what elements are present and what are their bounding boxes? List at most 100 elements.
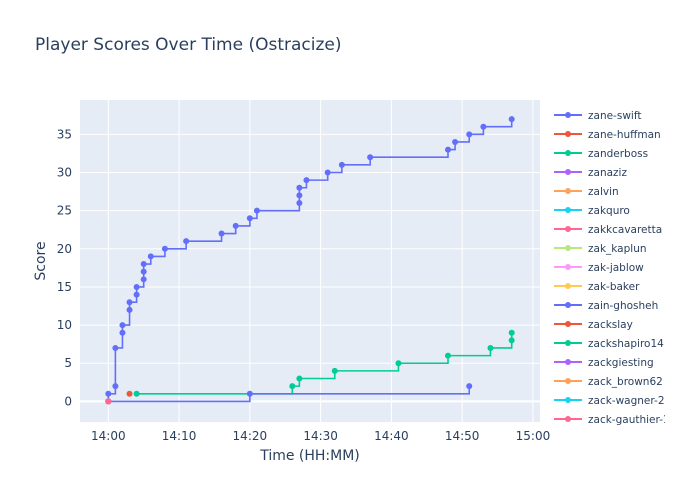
chart-title: Player Scores Over Time (Ostracize) <box>35 35 342 55</box>
data-point <box>133 291 140 298</box>
series-line <box>136 332 513 395</box>
y-tick-label: 30 <box>57 165 72 179</box>
y-tick-label: 0 <box>64 394 72 408</box>
x-tick-label: 14:20 <box>233 429 268 443</box>
y-tick-label: 35 <box>57 127 72 141</box>
legend-item[interactable]: zackshapiro14 <box>554 338 664 350</box>
legend-item[interactable]: zane-swift <box>554 110 641 122</box>
legend-item[interactable]: zane-huffman <box>554 129 661 141</box>
data-point <box>303 177 310 184</box>
data-point <box>324 169 331 176</box>
data-point <box>296 192 303 199</box>
series-zack-gauthier-1 <box>105 398 112 405</box>
legend-label: zane-huffman <box>588 129 661 141</box>
legend-label: zain-ghosheh <box>588 300 658 312</box>
legend-swatch-marker <box>565 131 571 137</box>
x-tick-label: 14:10 <box>162 429 197 443</box>
data-point <box>133 283 140 290</box>
series-layer <box>105 116 515 405</box>
y-tick-label: 5 <box>64 356 72 370</box>
legend-item[interactable]: zack-gauthier-1 <box>554 414 670 426</box>
legend-swatch-marker <box>565 150 571 156</box>
x-tick-label: 14:30 <box>303 429 338 443</box>
legend-label: zakkcavaretta <box>588 224 662 236</box>
x-tick-label: 14:40 <box>374 429 409 443</box>
legend-label: zack-wagner-2 <box>588 395 665 407</box>
data-point <box>147 253 154 260</box>
data-point <box>246 215 253 222</box>
series-zane-huffman <box>126 390 133 397</box>
legend-item[interactable]: zak-baker <box>554 281 640 293</box>
plot-area <box>80 100 540 422</box>
data-point <box>140 261 147 268</box>
legend-label: zackgiesting <box>588 357 654 369</box>
legend-item[interactable]: zalvin <box>554 186 619 198</box>
legend-label: zackshapiro14 <box>588 338 664 350</box>
data-point <box>183 238 190 245</box>
data-point <box>140 276 147 283</box>
data-point <box>445 352 451 359</box>
legend-item[interactable]: zanaziz <box>554 167 627 179</box>
data-point <box>296 375 303 382</box>
y-axis-title: Score <box>33 241 49 280</box>
data-point <box>161 245 168 252</box>
data-point <box>367 154 374 161</box>
data-point <box>126 299 133 306</box>
legend-item[interactable]: zack_brown62 <box>554 376 663 388</box>
legend-label: zack_brown62 <box>588 376 663 388</box>
data-point <box>480 123 487 130</box>
data-point <box>218 230 225 237</box>
legend-swatch-marker <box>565 340 571 346</box>
data-point <box>119 329 126 336</box>
axes: 0 5 10 15 20 25 30 35 14:00 14:10 14:20 14:30 14:40 1… <box>57 127 551 443</box>
grid <box>80 100 540 422</box>
data-point <box>466 383 473 390</box>
x-tick-label: 14:50 <box>445 429 480 443</box>
data-point <box>105 390 112 397</box>
legend-swatch-marker <box>565 283 571 289</box>
y-tick-label: 15 <box>57 280 72 294</box>
legend-label: zanaziz <box>588 167 627 179</box>
data-point <box>331 367 338 374</box>
data-point <box>112 344 119 351</box>
legend-item[interactable]: zack-wagner-2 <box>554 395 665 407</box>
legend-swatch-marker <box>565 359 571 365</box>
legend-item[interactable]: zackgiesting <box>554 357 654 369</box>
legend-swatch-marker <box>565 321 571 327</box>
data-point <box>395 360 402 367</box>
data-point <box>126 306 133 313</box>
legend-item[interactable]: zak_kaplun <box>554 243 647 255</box>
legend-label: zack-gauthier-1 <box>588 414 670 426</box>
legend-item[interactable]: zanderboss <box>554 148 648 160</box>
data-point <box>232 222 239 229</box>
data-point <box>119 322 126 329</box>
legend-label: zak-jablow <box>588 262 644 274</box>
data-point <box>508 116 515 123</box>
series-zanderboss <box>133 329 515 397</box>
legend-label: zak-baker <box>588 281 640 293</box>
data-point <box>140 268 147 275</box>
legend-item[interactable]: zackslay <box>554 319 633 331</box>
legend-swatch-marker <box>565 169 571 175</box>
x-axis-title: Time (HH:MM) <box>259 448 360 464</box>
legend-item[interactable]: zakkcavaretta <box>554 224 662 236</box>
legend-label: zak_kaplun <box>588 243 647 255</box>
data-point <box>296 184 303 191</box>
data-point <box>126 390 133 397</box>
legend[interactable]: zane-swift zane-huffman zanderboss zanaziz z… <box>554 110 670 426</box>
data-point <box>112 383 119 390</box>
legend-item[interactable]: zakquro <box>554 205 630 217</box>
legend-swatch-marker <box>565 188 571 194</box>
legend-item[interactable]: zain-ghosheh <box>554 300 658 312</box>
series-zane-swift <box>105 116 515 405</box>
data-point <box>253 207 260 214</box>
legend-item[interactable]: zak-jablow <box>554 262 644 274</box>
legend-swatch-marker <box>565 378 571 384</box>
x-tick-label: 15:00 <box>516 429 551 443</box>
data-point <box>508 337 515 344</box>
data-point <box>508 329 515 336</box>
legend-label: zalvin <box>588 186 619 198</box>
data-point <box>105 398 112 405</box>
legend-swatch-marker <box>565 207 571 213</box>
